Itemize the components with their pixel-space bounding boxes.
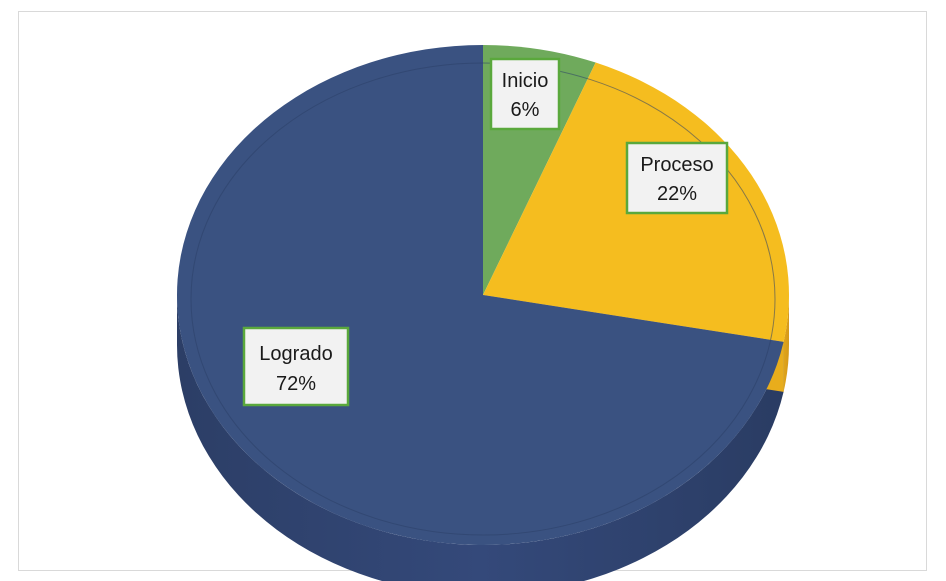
label-proceso-name: Proceso: [640, 154, 713, 176]
side-wall-proceso: [783, 295, 789, 392]
label-logrado-percent: 72%: [276, 373, 316, 395]
top-bevel-ring: [190, 62, 776, 536]
label-proceso-percent: 22%: [657, 183, 697, 205]
label-logrado: Logrado 72%: [242, 326, 350, 407]
label-inicio-percent: 6%: [511, 99, 540, 121]
slice-logrado: [176, 45, 784, 545]
pie-data-labels: Inicio 6% Proceso 22% Logrado 72%: [242, 57, 729, 407]
label-inicio-name: Inicio: [502, 70, 549, 92]
label-proceso: Proceso 22%: [625, 141, 729, 215]
pie-top-faces: [176, 45, 789, 545]
label-logrado-name: Logrado: [259, 343, 332, 365]
label-inicio: Inicio 6%: [489, 57, 561, 131]
